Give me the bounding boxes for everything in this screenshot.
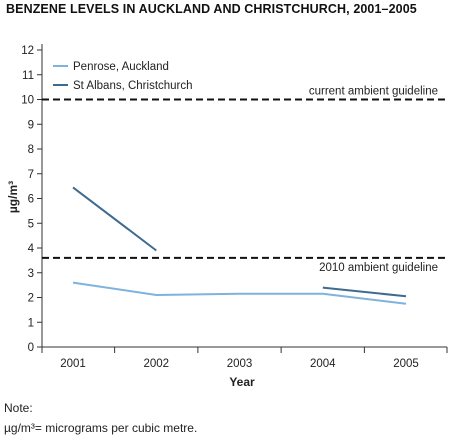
legend-group: Penrose, Auckland St Albans, Christchurch — [53, 61, 193, 92]
y-tick-label: 9 — [28, 119, 34, 131]
x-axis-label: Year — [229, 375, 255, 389]
series-line-1 — [72, 186, 157, 252]
legend-label: St Albans, Christchurch — [73, 80, 193, 92]
series-line-1 — [322, 286, 407, 298]
y-tick-label: 1 — [28, 317, 34, 329]
x-tick-label: 2002 — [143, 358, 169, 370]
y-tick-label: 6 — [28, 194, 34, 206]
reference-lines-group: current ambient guideline 2010 ambient gu… — [42, 86, 447, 274]
legend-label: Penrose, Auckland — [73, 61, 169, 73]
y-tick-label: 8 — [28, 144, 34, 156]
x-tick-label: 2004 — [310, 358, 336, 370]
y-tick-label: 10 — [21, 95, 34, 107]
x-tick-label: 2005 — [393, 358, 419, 370]
chart-title: BENZENE LEVELS IN AUCKLAND AND CHRISTCHU… — [6, 2, 417, 16]
y-tick-label: 7 — [28, 169, 34, 181]
y-tick-label: 4 — [28, 243, 35, 255]
y-tick-label: 0 — [28, 342, 34, 354]
y-tick-label: 11 — [22, 70, 34, 82]
x-tick-label: 2003 — [227, 358, 253, 370]
series-line-0 — [72, 281, 407, 305]
x-tick-label: 2001 — [60, 358, 86, 370]
note-text: µg/m³= micrograms per cubic metre. — [4, 421, 198, 435]
y-axis-label: µg/m³ — [6, 181, 20, 213]
guideline-label: 2010 ambient guideline — [319, 262, 438, 274]
guideline-label: current ambient guideline — [309, 86, 438, 98]
y-tick-label: 2 — [28, 293, 34, 305]
series-group — [72, 186, 407, 305]
y-tick-label: 3 — [28, 268, 34, 280]
y-tick-label: 5 — [28, 218, 34, 230]
note-label: Note: — [4, 401, 33, 415]
y-tick-label: 12 — [21, 45, 34, 57]
